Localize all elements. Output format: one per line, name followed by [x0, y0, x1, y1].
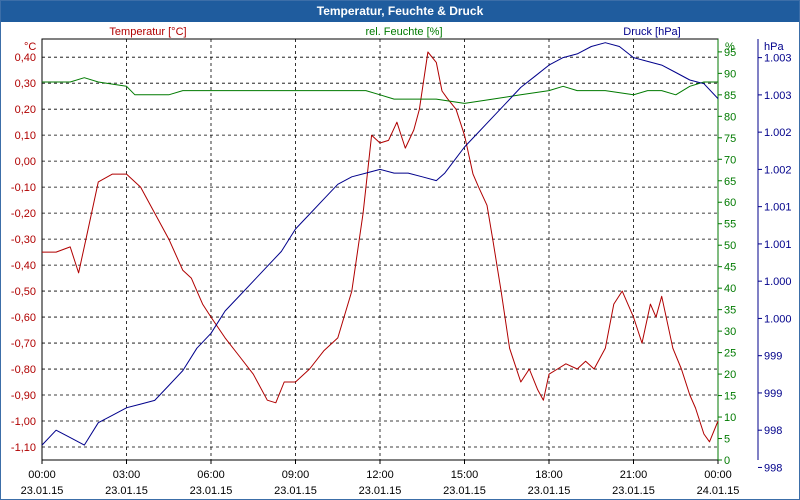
humidity-tick-label: 30 — [724, 326, 736, 338]
pressure-tick-label: 1.001 — [764, 202, 792, 214]
legend-humidity: rel. Feuchte [%] — [365, 26, 442, 38]
x-tick-date: 23.01.15 — [443, 485, 486, 497]
humidity-tick-label: 15 — [724, 391, 736, 403]
pressure-tick-label: 1.002 — [764, 127, 792, 139]
humidity-tick-label: 50 — [724, 240, 736, 252]
series-line-pressure — [41, 42, 719, 446]
pressure-tick-label: 998 — [764, 425, 782, 437]
temp-tick-label: -1,10 — [11, 442, 36, 454]
series-layer — [41, 42, 719, 446]
humidity-unit-label: % — [725, 41, 735, 53]
x-tick-time: 03:00 — [113, 469, 141, 481]
temp-tick-label: 0,40 — [15, 52, 36, 64]
pressure-unit-label: hPa — [764, 41, 784, 53]
legend-temperature: Temperatur [°C] — [109, 26, 186, 38]
legend-pressure: Druck [hPa] — [623, 26, 680, 38]
temp-tick-label: -0,50 — [11, 286, 36, 298]
humidity-tick-label: 20 — [724, 369, 736, 381]
humidity-tick-label: 45 — [724, 262, 736, 274]
humidity-tick-label: 80 — [724, 111, 736, 123]
temp-tick-label: 0,00 — [15, 156, 36, 168]
x-tick-time: 09:00 — [282, 469, 310, 481]
temp-tick-label: -0,30 — [11, 234, 36, 246]
pressure-tick-label: 1.000 — [764, 313, 792, 325]
humidity-tick-label: 10 — [724, 412, 736, 424]
humidity-tick-label: 65 — [724, 176, 736, 188]
axis-labels: °C% hPa Temperatur [°C] rel. Feuchte [%] Dru… — [24, 26, 784, 53]
x-tick-time: 06:00 — [197, 469, 225, 481]
x-tick-time: 15:00 — [451, 469, 479, 481]
temp-tick-label: -0,10 — [11, 182, 36, 194]
x-tick-date: 23.01.15 — [612, 485, 655, 497]
humidity-tick-label: 70 — [724, 154, 736, 166]
humidity-tick-label: 90 — [724, 68, 736, 80]
x-tick-date: 23.01.15 — [528, 485, 571, 497]
humidity-tick-label: 85 — [724, 90, 736, 102]
x-tick-date: 23.01.15 — [21, 485, 64, 497]
temp-tick-label: -0,40 — [11, 260, 36, 272]
temp-tick-label: -0,70 — [11, 338, 36, 350]
humidity-tick-label: 55 — [724, 219, 736, 231]
temp-tick-label: -0,80 — [11, 364, 36, 376]
x-tick-time: 00:00 — [704, 469, 732, 481]
x-tick-date: 23.01.15 — [359, 485, 402, 497]
pressure-tick-label: 1.001 — [764, 239, 792, 251]
pressure-tick-label: 999 — [764, 388, 782, 400]
pressure-tick-label: 1.003 — [764, 53, 792, 65]
humidity-tick-label: 40 — [724, 283, 736, 295]
series-line-temperature — [42, 51, 719, 443]
temp-tick-label: -0,20 — [11, 208, 36, 220]
x-tick-date: 24.01.15 — [697, 485, 740, 497]
temp-tick-label: 0,20 — [15, 104, 36, 116]
axes: 0,40 0,30 0,20 0,10 0,00 -0,10 -0,20 -0,30 -0,40… — [11, 39, 792, 497]
humidity-tick-label: 60 — [724, 197, 736, 209]
humidity-tick-label: 95 — [724, 47, 736, 59]
humidity-tick-label: 5 — [724, 434, 730, 446]
pressure-tick-label: 1.003 — [764, 90, 792, 102]
series-line-humidity — [42, 77, 718, 104]
pressure-tick-label: 1.000 — [764, 276, 792, 288]
temp-tick-label: -1,00 — [11, 416, 36, 428]
x-tick-time: 18:00 — [535, 469, 563, 481]
window-title: Temperatur, Feuchte & Druck — [1, 1, 799, 22]
temp-tick-label: 0,30 — [15, 78, 36, 90]
grid — [42, 39, 718, 460]
pressure-tick-label: 999 — [764, 351, 782, 363]
temp-unit-label: °C — [24, 41, 36, 53]
temp-tick-label: -0,90 — [11, 390, 36, 402]
x-tick-time: 00:00 — [28, 469, 56, 481]
temp-tick-label: 0,10 — [15, 130, 36, 142]
humidity-tick-label: 25 — [724, 348, 736, 360]
x-tick-date: 23.01.15 — [274, 485, 317, 497]
temp-tick-label: -0,60 — [11, 312, 36, 324]
x-tick-time: 12:00 — [366, 469, 394, 481]
x-tick-time: 21:00 — [620, 469, 648, 481]
humidity-tick-label: 75 — [724, 133, 736, 145]
pressure-tick-label: 1.002 — [764, 164, 792, 176]
humidity-tick-label: 0 — [724, 455, 730, 467]
humidity-tick-label: 35 — [724, 305, 736, 317]
x-tick-date: 23.01.15 — [105, 485, 148, 497]
x-tick-date: 23.01.15 — [190, 485, 233, 497]
pressure-tick-label: 998 — [764, 462, 782, 474]
